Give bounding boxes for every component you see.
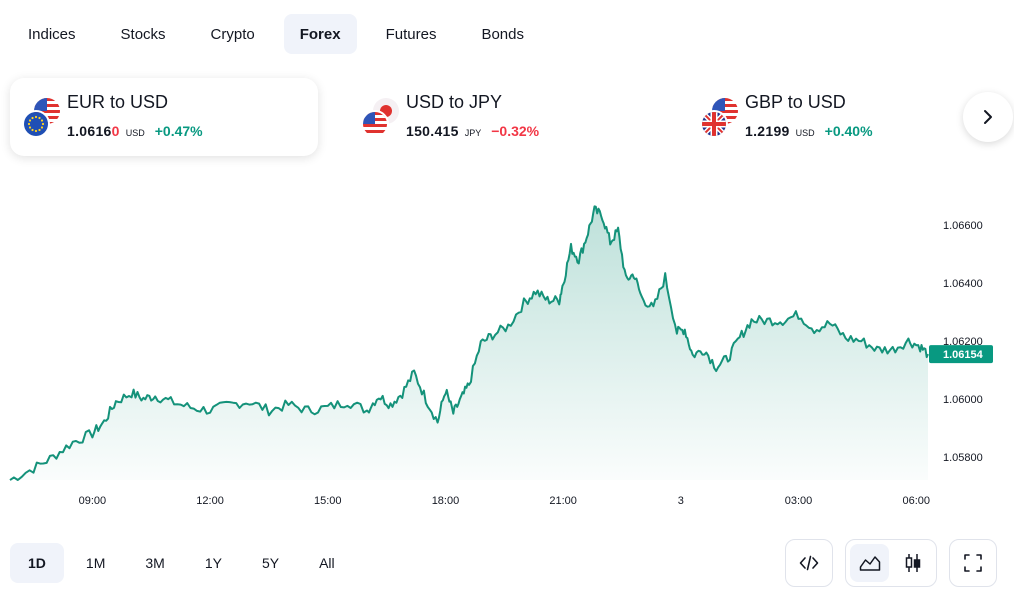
tab-crypto[interactable]: Crypto: [210, 25, 255, 43]
card-usd-jpy[interactable]: USD to JPY 150.415 JPY −0.32%: [349, 78, 657, 156]
range-all[interactable]: All: [319, 555, 335, 571]
fullscreen-button[interactable]: [949, 539, 997, 587]
price-value: 150.415: [406, 123, 459, 139]
x-tick-label: 15:00: [314, 495, 342, 507]
last-price-label: 1.06154: [943, 349, 984, 361]
x-axis: 09:00 12:00 15:00 18:00 21:00 3 03:00 06:00: [79, 495, 930, 507]
card-title: GBP to USD: [745, 92, 846, 112]
candlestick-chart-button[interactable]: [893, 544, 932, 582]
card-eur-usd[interactable]: EUR to USD 1.06160 USD +0.47%: [10, 78, 318, 156]
tab-futures[interactable]: Futures: [385, 25, 437, 43]
y-tick-label: 1.06600: [943, 220, 983, 232]
fullscreen-icon: [964, 554, 982, 572]
price-value: 1.2199: [745, 123, 790, 139]
y-tick-label: 1.06000: [943, 394, 983, 406]
last-price-badge: 1.06154: [929, 345, 993, 364]
x-tick-label: 3: [678, 495, 684, 507]
tab-indices[interactable]: Indices: [28, 25, 76, 43]
currency-label: USD: [795, 128, 815, 138]
code-icon: [799, 555, 819, 571]
currency-label: JPY: [464, 128, 482, 138]
change-percent: +0.47%: [154, 123, 203, 139]
pair-flags: [22, 98, 62, 138]
symbol-cards: EUR to USD 1.06160 USD +0.47%: [10, 78, 1014, 158]
y-axis: 1.06600 1.06400 1.06200 1.06000 1.05800: [943, 220, 983, 464]
card-gbp-usd[interactable]: GBP to USD 1.2199 USD +0.40%: [688, 78, 996, 156]
embed-code-button[interactable]: [785, 539, 833, 587]
x-tick-label: 09:00: [79, 495, 107, 507]
area-chart-icon: [859, 556, 880, 571]
y-tick-label: 1.05800: [943, 452, 983, 464]
tab-forex[interactable]: Forex: [283, 14, 357, 54]
next-symbols-button[interactable]: [963, 92, 1013, 142]
range-1d[interactable]: 1D: [10, 543, 64, 583]
price-chart[interactable]: 1.06600 1.06400 1.06200 1.06000 1.05800 09:0…: [0, 180, 1014, 520]
chart-style-toggle: [845, 539, 937, 587]
change-percent: −0.32%: [491, 123, 540, 139]
range-5y[interactable]: 5Y: [261, 555, 280, 571]
range-1y[interactable]: 1Y: [204, 555, 222, 571]
uk-flag-icon: [700, 110, 728, 138]
x-tick-label: 12:00: [196, 495, 224, 507]
series-area: [10, 206, 928, 481]
chevron-right-icon: [984, 110, 992, 124]
x-tick-label: 03:00: [785, 495, 813, 507]
card-title: USD to JPY: [406, 92, 503, 112]
change-percent: +0.40%: [824, 123, 873, 139]
price-value: 1.06160: [67, 123, 120, 139]
eu-flag-icon: [22, 110, 50, 138]
card-quote: 1.06160 USD +0.47%: [67, 123, 203, 139]
card-title: EUR to USD: [67, 92, 169, 112]
y-tick-label: 1.06400: [943, 278, 983, 290]
x-tick-label: 21:00: [549, 495, 577, 507]
card-quote: 1.2199 USD +0.40%: [745, 123, 873, 139]
series-line: [9, 205, 929, 481]
x-tick-label: 18:00: [432, 495, 460, 507]
currency-label: USD: [125, 128, 145, 138]
us-flag-icon: [361, 110, 389, 138]
candlestick-icon: [905, 554, 920, 572]
time-range-selector: 1D 1M 3M 1Y 5Y All: [10, 543, 357, 583]
tab-bonds[interactable]: Bonds: [481, 25, 524, 43]
range-3m[interactable]: 3M: [145, 555, 165, 571]
pair-flags: [361, 98, 401, 138]
market-tabs: Indices Stocks Crypto Forex Futures Bond…: [12, 14, 553, 54]
y-tick-label: 1.06200: [943, 336, 983, 348]
x-tick-label: 06:00: [902, 495, 930, 507]
area-chart-button[interactable]: [850, 544, 889, 582]
tab-stocks[interactable]: Stocks: [120, 25, 166, 43]
pair-flags: [700, 98, 740, 138]
card-quote: 150.415 JPY −0.32%: [406, 123, 539, 139]
chart-canvas[interactable]: 1.06600 1.06400 1.06200 1.06000 1.05800 09:0…: [0, 180, 1014, 520]
range-1m[interactable]: 1M: [85, 555, 106, 571]
